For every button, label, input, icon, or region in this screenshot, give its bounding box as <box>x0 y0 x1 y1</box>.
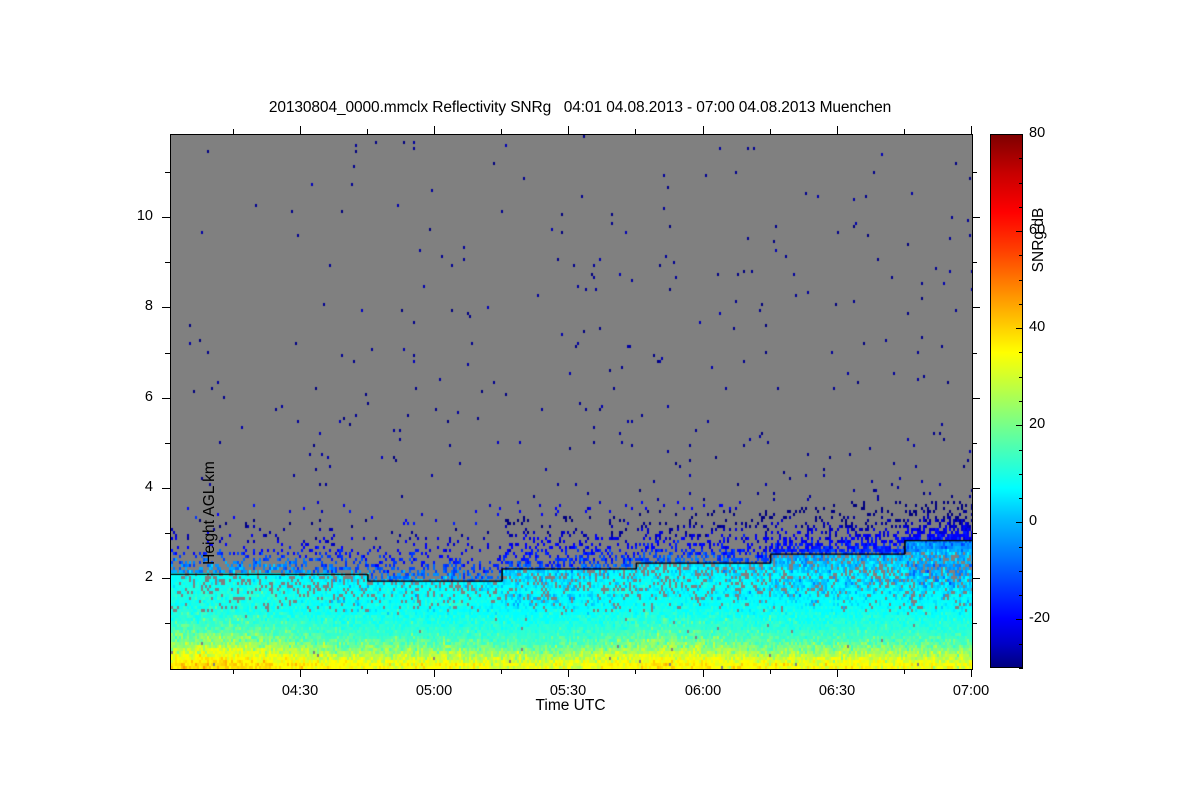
colorbar-tick-minor <box>1019 571 1023 572</box>
x-tick-major-top <box>568 126 569 134</box>
x-tick-minor <box>904 669 905 674</box>
x-tick-minor-top <box>367 129 368 134</box>
y-tick-label: 8 <box>144 298 153 314</box>
x-tick-major <box>837 669 838 677</box>
y-tick-label: 6 <box>144 389 153 405</box>
y-tick-label: 2 <box>144 569 153 585</box>
y-tick-minor <box>165 443 170 444</box>
y-tick-minor-right <box>972 353 977 354</box>
colorbar-tick-label: 20 <box>1029 416 1046 432</box>
x-tick-minor-top <box>635 129 636 134</box>
x-tick-minor <box>233 669 234 674</box>
y-tick-minor-right <box>972 623 977 624</box>
y-tick-major <box>162 307 170 308</box>
y-tick-major-right <box>972 217 980 218</box>
x-tick-major-top <box>703 126 704 134</box>
colorbar-tick-minor <box>1019 207 1023 208</box>
y-tick-minor <box>165 353 170 354</box>
colorbar-tick-minor <box>1019 474 1023 475</box>
colorbar-tick-label: 40 <box>1029 319 1046 335</box>
y-tick-minor-right <box>972 172 977 173</box>
x-tick-major-top <box>971 126 972 134</box>
x-tick-minor-top <box>501 129 502 134</box>
y-tick-major-right <box>972 398 980 399</box>
colorbar-tick-major <box>1016 619 1023 620</box>
y-tick-minor <box>165 262 170 263</box>
y-tick-major <box>162 578 170 579</box>
colorbar-gradient <box>990 134 1023 668</box>
colorbar-tick-minor <box>1019 183 1023 184</box>
colorbar-tick-label: 80 <box>1029 125 1046 141</box>
x-tick-major-top <box>434 126 435 134</box>
y-tick-major-right <box>972 307 980 308</box>
x-tick-minor-top <box>770 129 771 134</box>
colorbar-tick-minor <box>1019 498 1023 499</box>
x-tick-minor <box>367 669 368 674</box>
x-tick-major <box>703 669 704 677</box>
y-tick-minor <box>165 623 170 624</box>
x-tick-major <box>300 669 301 677</box>
y-tick-major-right <box>972 488 980 489</box>
colorbar-tick-minor <box>1019 280 1023 281</box>
colorbar-tick-label: 0 <box>1029 513 1038 529</box>
x-tick-major-top <box>300 126 301 134</box>
colorbar-tick-minor <box>1019 644 1023 645</box>
x-tick-minor-top <box>233 129 234 134</box>
colorbar-tick-major <box>1016 425 1023 426</box>
heatmap-plot-area <box>170 134 973 670</box>
x-tick-major <box>971 669 972 677</box>
y-tick-minor <box>165 533 170 534</box>
y-tick-major <box>162 398 170 399</box>
colorbar-tick-minor <box>1019 595 1023 596</box>
colorbar-title: SNRg dB <box>1030 207 1047 273</box>
x-tick-label: 06:30 <box>818 683 856 699</box>
x-tick-label: 04:30 <box>281 683 319 699</box>
y-tick-minor <box>165 172 170 173</box>
x-axis-title: Time UTC <box>535 697 606 714</box>
x-tick-minor <box>770 669 771 674</box>
x-tick-minor-top <box>904 129 905 134</box>
colorbar-tick-minor <box>1019 255 1023 256</box>
x-tick-minor <box>635 669 636 674</box>
colorbar-tick-minor <box>1019 377 1023 378</box>
y-tick-minor-right <box>972 262 977 263</box>
x-tick-label: 05:00 <box>415 683 453 699</box>
colorbar-tick-minor <box>1019 304 1023 305</box>
colorbar-tick-minor <box>1019 352 1023 353</box>
y-tick-major <box>162 217 170 218</box>
colorbar-tick-minor <box>1019 158 1023 159</box>
y-tick-label: 10 <box>136 208 153 224</box>
colorbar-tick-minor <box>1019 450 1023 451</box>
x-tick-major <box>434 669 435 677</box>
x-tick-major <box>568 669 569 677</box>
x-tick-label: 06:00 <box>684 683 722 699</box>
y-tick-minor-right <box>972 443 977 444</box>
page-title: 20130804_0000.mmclx Reflectivity SNRg 04… <box>268 99 892 116</box>
reflectivity-heatmap <box>171 135 972 669</box>
colorbar-tick-major <box>1016 231 1023 232</box>
colorbar-tick-label: 60 <box>1029 222 1046 238</box>
x-tick-label: 07:00 <box>952 683 990 699</box>
colorbar-tick-major <box>1016 134 1023 135</box>
colorbar-tick-minor <box>1019 547 1023 548</box>
y-tick-major-right <box>972 578 980 579</box>
y-tick-label: 4 <box>144 479 153 495</box>
x-tick-label: 05:30 <box>549 683 587 699</box>
x-tick-minor <box>501 669 502 674</box>
colorbar-tick-minor <box>1019 668 1023 669</box>
colorbar-tick-label: -20 <box>1029 610 1050 626</box>
x-tick-major-top <box>837 126 838 134</box>
y-tick-minor-right <box>972 533 977 534</box>
y-axis-title: Height AGL km <box>201 461 218 565</box>
colorbar-tick-major <box>1016 328 1023 329</box>
colorbar-tick-major <box>1016 522 1023 523</box>
y-tick-major <box>162 488 170 489</box>
colorbar <box>990 134 1023 668</box>
colorbar-tick-minor <box>1019 401 1023 402</box>
